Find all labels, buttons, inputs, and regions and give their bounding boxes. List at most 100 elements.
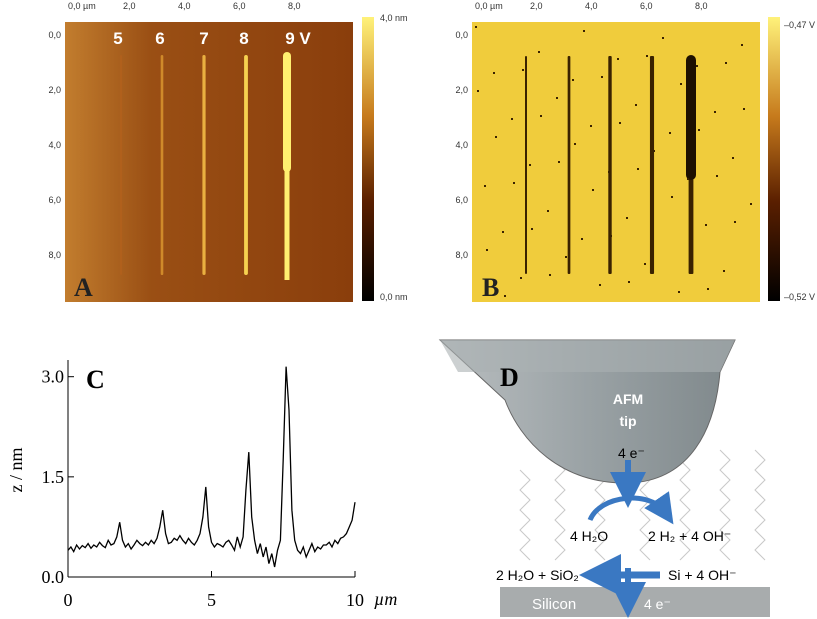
defect bbox=[547, 210, 549, 212]
label: 4 e⁻ bbox=[618, 445, 645, 461]
defect bbox=[680, 83, 682, 85]
line-label: 6 bbox=[155, 29, 164, 48]
x-tick-label: 2,0 bbox=[123, 1, 136, 11]
line-label: 8 bbox=[239, 29, 248, 48]
defect bbox=[628, 281, 630, 283]
defect bbox=[662, 37, 664, 39]
label: 4 H₂O bbox=[570, 528, 608, 544]
y-tick-label: 8,0 bbox=[455, 250, 468, 260]
defect bbox=[626, 217, 628, 219]
defect bbox=[475, 26, 477, 28]
defect bbox=[610, 235, 612, 237]
label: Si + 4 OH⁻ bbox=[668, 567, 736, 583]
defect bbox=[678, 291, 680, 293]
defect bbox=[565, 256, 567, 258]
defect bbox=[601, 76, 603, 78]
tip-label: AFM bbox=[613, 391, 643, 407]
scale-label: 0,0 nm bbox=[380, 292, 408, 302]
label: 2 H₂O + SiO₂ bbox=[496, 567, 579, 583]
x-tick-label: 0,0 µm bbox=[68, 1, 96, 11]
defect bbox=[617, 58, 619, 60]
defect bbox=[669, 132, 671, 134]
defect bbox=[484, 185, 486, 187]
panel-c: C z / nm µm 0 5 10 0.0 1.5 3.0 bbox=[6, 360, 397, 610]
x-tick-label: 8,0 bbox=[288, 1, 301, 11]
x-tick-label: 10 bbox=[346, 590, 364, 610]
stripe bbox=[567, 56, 571, 274]
defect bbox=[716, 175, 718, 177]
x-axis-label: µm bbox=[374, 589, 397, 609]
defect bbox=[572, 79, 574, 81]
defect bbox=[707, 288, 709, 290]
scale-label: –0,47 V bbox=[784, 20, 815, 30]
x-tick-label: 5 bbox=[207, 590, 216, 610]
defect bbox=[743, 108, 745, 110]
defect bbox=[671, 196, 673, 198]
y-tick-label: 6,0 bbox=[48, 195, 61, 205]
defect bbox=[520, 277, 522, 279]
panel-a: 4,0 nm 0,0 nm A 0,0 µm 2,0 4,0 6,0 8,0 0,0 2,0… bbox=[48, 1, 408, 302]
defect bbox=[486, 249, 488, 251]
color-scale bbox=[768, 17, 780, 301]
defect bbox=[644, 263, 646, 265]
defect bbox=[599, 284, 601, 286]
defect bbox=[502, 231, 504, 233]
defect bbox=[549, 274, 551, 276]
y-tick-label: 8,0 bbox=[48, 250, 61, 260]
defect bbox=[725, 62, 727, 64]
y-tick-label: 6,0 bbox=[455, 195, 468, 205]
defect bbox=[583, 30, 585, 32]
y-tick-label: 4,0 bbox=[48, 140, 61, 150]
defect bbox=[511, 118, 513, 120]
x-tick-label: 6,0 bbox=[233, 1, 246, 11]
color-scale bbox=[362, 17, 374, 301]
afm-image bbox=[65, 22, 353, 302]
label: 4 e⁻ bbox=[644, 596, 671, 612]
defect bbox=[477, 90, 479, 92]
tip-label: tip bbox=[619, 413, 636, 429]
defect bbox=[513, 182, 515, 184]
defect bbox=[522, 69, 524, 71]
defect bbox=[714, 111, 716, 113]
defect bbox=[734, 221, 736, 223]
x-tick-label: 4,0 bbox=[585, 1, 598, 11]
profile-line bbox=[67, 366, 356, 568]
x-tick-label: 4,0 bbox=[178, 1, 191, 11]
defect bbox=[608, 171, 610, 173]
defect bbox=[732, 157, 734, 159]
y-tick-label: 4,0 bbox=[455, 140, 468, 150]
x-tick-label: 0,0 µm bbox=[475, 1, 503, 11]
stripe bbox=[608, 56, 612, 274]
y-tick-label: 1.5 bbox=[42, 467, 65, 487]
y-tick-label: 2,0 bbox=[455, 85, 468, 95]
x-tick-label: 8,0 bbox=[695, 1, 708, 11]
stripe bbox=[120, 55, 122, 275]
x-tick-label: 6,0 bbox=[640, 1, 653, 11]
panel-label: D bbox=[500, 363, 519, 392]
defect bbox=[723, 270, 725, 272]
tip-top bbox=[440, 340, 735, 372]
defect bbox=[619, 122, 621, 124]
stripe bbox=[525, 56, 527, 274]
defect bbox=[646, 55, 648, 57]
stripe bbox=[284, 170, 290, 280]
stripe bbox=[649, 56, 655, 274]
line-label: 9 V bbox=[285, 29, 311, 48]
defect bbox=[635, 104, 637, 106]
defect bbox=[741, 44, 743, 46]
y-tick-label: 0.0 bbox=[42, 567, 65, 587]
panel-label: B bbox=[482, 273, 499, 302]
afm-image bbox=[472, 22, 760, 302]
scale-label: 4,0 nm bbox=[380, 13, 408, 23]
defect bbox=[592, 189, 594, 191]
defect bbox=[538, 51, 540, 53]
defect bbox=[495, 136, 497, 138]
panel-b: –0,47 V –0,52 V B 0,0 µm 2,0 4,0 6,0 8,0 0,0 2… bbox=[455, 1, 815, 302]
y-axis-label: z / nm bbox=[6, 448, 26, 493]
defect bbox=[687, 178, 689, 180]
stripe bbox=[283, 52, 291, 172]
y-tick-label: 0,0 bbox=[455, 30, 468, 40]
defect bbox=[556, 97, 558, 99]
